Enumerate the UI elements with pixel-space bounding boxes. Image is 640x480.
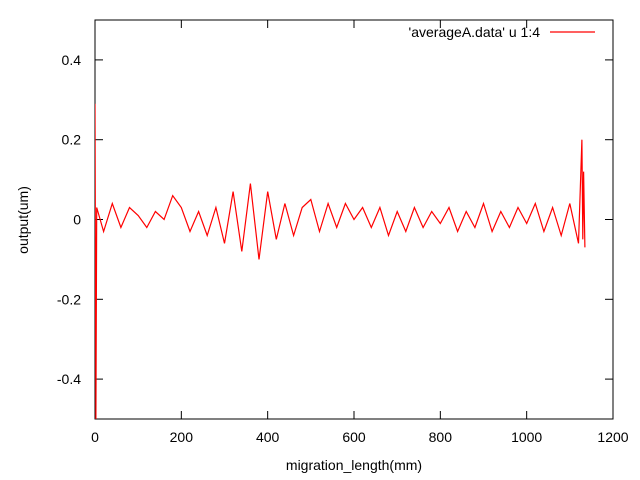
x-tick-label: 1200	[597, 429, 628, 445]
y-tick-label: 0.2	[62, 132, 82, 148]
y-tick-label: -0.2	[57, 291, 81, 307]
series-line	[95, 103, 586, 419]
y-tick-label: 0	[73, 212, 81, 228]
x-tick-label: 0	[91, 429, 99, 445]
legend-entry-label: 'averageA.data' u 1:4	[409, 24, 541, 40]
y-axis-label: output(um)	[15, 186, 31, 254]
x-axis-label: migration_length(mm)	[286, 457, 422, 473]
x-axis: 0 200 400 600 800 1000 1200	[91, 20, 629, 445]
x-tick-label: 400	[256, 429, 280, 445]
x-tick-label: 600	[342, 429, 366, 445]
x-tick-label: 1000	[511, 429, 542, 445]
y-axis: -0.4 -0.2 0 0.2 0.4	[57, 52, 613, 387]
x-tick-label: 200	[170, 429, 194, 445]
x-tick-label: 800	[429, 429, 453, 445]
y-tick-label: -0.4	[57, 371, 81, 387]
series-group	[95, 103, 586, 419]
legend: 'averageA.data' u 1:4	[409, 24, 595, 40]
y-tick-label: 0.4	[62, 52, 82, 68]
